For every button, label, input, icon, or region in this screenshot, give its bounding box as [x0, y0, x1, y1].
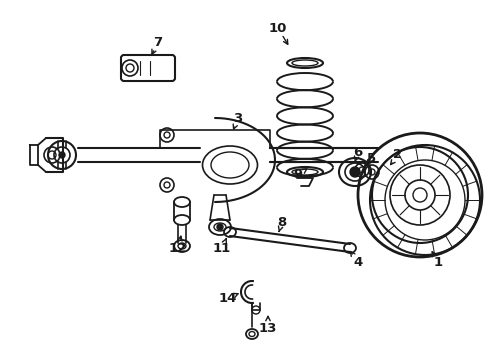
- Text: 6: 6: [353, 145, 363, 158]
- Text: 13: 13: [259, 321, 277, 334]
- Text: 14: 14: [219, 292, 237, 305]
- Text: 8: 8: [277, 216, 287, 229]
- Text: 11: 11: [213, 242, 231, 255]
- Text: 5: 5: [368, 152, 376, 165]
- Text: 7: 7: [153, 36, 163, 49]
- Circle shape: [59, 152, 65, 158]
- Circle shape: [217, 224, 223, 230]
- Text: 1: 1: [434, 256, 442, 269]
- Text: 10: 10: [269, 22, 287, 35]
- Text: 12: 12: [169, 242, 187, 255]
- Text: 3: 3: [233, 112, 243, 125]
- Text: 4: 4: [353, 256, 363, 269]
- Circle shape: [350, 167, 360, 177]
- Text: 9: 9: [294, 168, 302, 181]
- Text: 2: 2: [393, 148, 403, 162]
